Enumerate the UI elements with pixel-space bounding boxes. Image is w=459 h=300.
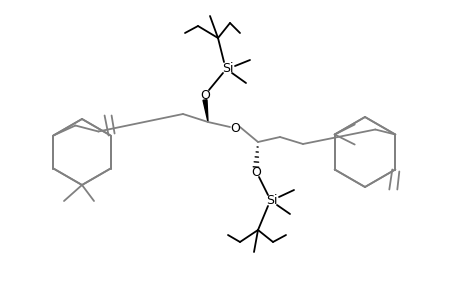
Text: Si: Si (222, 61, 233, 74)
Text: O: O (230, 122, 240, 134)
Text: O: O (200, 88, 209, 101)
Text: Si: Si (266, 194, 277, 206)
Polygon shape (202, 100, 207, 122)
Text: O: O (251, 166, 260, 178)
